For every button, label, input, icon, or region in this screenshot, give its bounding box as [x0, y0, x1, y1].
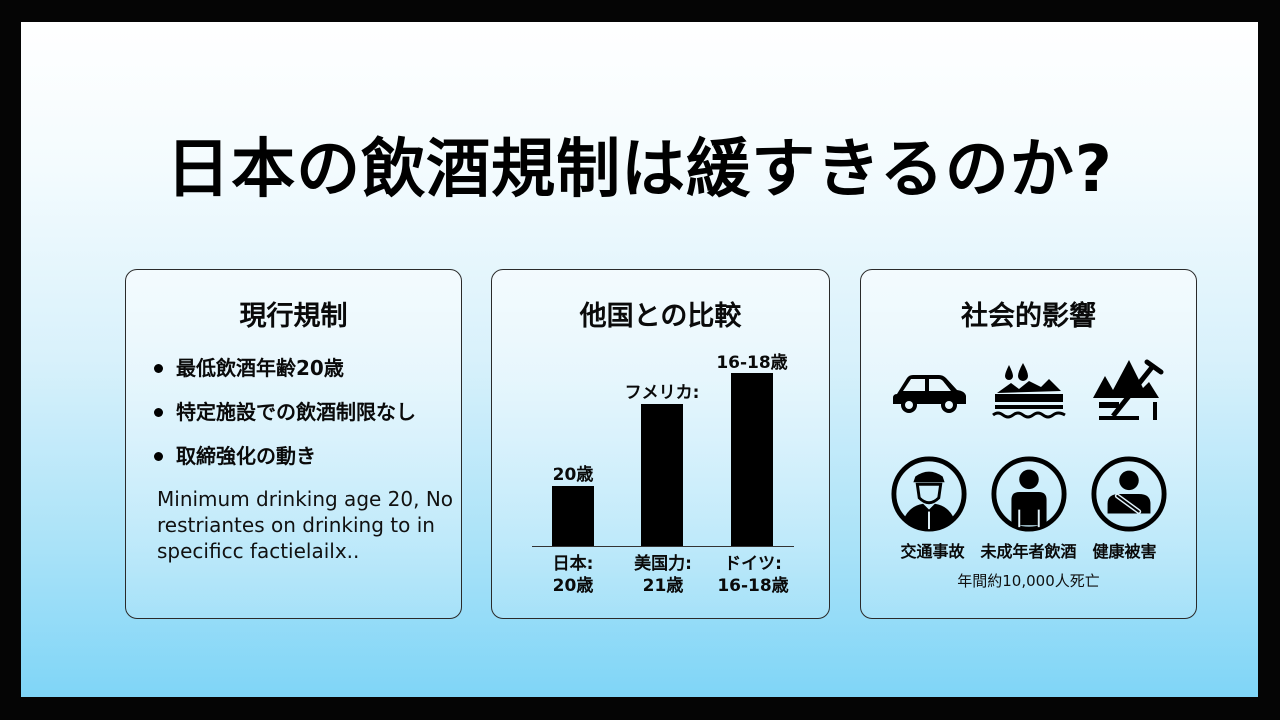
- category-value: 20歳: [552, 576, 594, 596]
- mountain-shovel-icon: [1089, 358, 1169, 424]
- bullet-item: 取締強化の動き: [154, 434, 416, 478]
- card-title: 他国との比較: [579, 301, 742, 332]
- bar-chart: 20歳 フメリカ: 16-18歳 日本: 20歳 美国力: 21歳 ドイツ: 1…: [492, 270, 829, 618]
- category-label: ドイツ: 16-18歳: [708, 553, 798, 597]
- slide-title: 日本の飲酒規制は緩すきるのか?: [166, 133, 1113, 207]
- bar-value-label: 20歳: [552, 465, 594, 485]
- card-title: 現行規制: [239, 301, 348, 332]
- category-label: 日本: 20歳: [528, 553, 618, 597]
- bullet-item: 特定施設での飲酒制限なし: [154, 390, 416, 434]
- x-axis: [532, 546, 794, 547]
- category-name: 美国力:: [634, 554, 692, 574]
- english-summary: Minimum drinking age 20, No restriantes …: [157, 487, 454, 563]
- card-title: 社会的影響: [961, 301, 1096, 332]
- person-cap-circle-icon: [889, 454, 969, 534]
- bar-germany: [731, 373, 773, 546]
- bullet-dot-icon: [154, 451, 163, 461]
- bullet-dot-icon: [154, 363, 163, 373]
- icon-row: [861, 454, 1196, 534]
- flood-landscape-icon: [989, 358, 1069, 424]
- bar-japan: [552, 486, 594, 546]
- category-name: ドイツ:: [724, 554, 782, 574]
- impact-labels: 交通事故 未成年者飲酒 健康被害: [861, 538, 1196, 562]
- category-value: 21歳: [642, 576, 684, 596]
- impact-label-underage: 未成年者飲酒: [980, 542, 1077, 561]
- bar-usa: [641, 404, 683, 546]
- card-comparison: 他国との比較 20歳 フメリカ: 16-18歳 日本: 20歳 美国力: 21歳…: [491, 269, 830, 619]
- bar-value-label: 16-18歳: [716, 353, 788, 373]
- impact-label-traffic: 交通事故: [900, 542, 965, 561]
- card-current-regulation: 現行規制 最低飲酒年齢20歳 特定施設での飲酒制限なし 取締強化の動き Mini…: [125, 269, 462, 619]
- category-name: 日本:: [552, 554, 594, 574]
- slide: 日本の飲酒規制は緩すきるのか? 現行規制 最低飲酒年齢20歳 特定施設での飲酒制…: [21, 22, 1258, 697]
- category-value: 16-18歳: [717, 576, 789, 596]
- bullet-text: 特定施設での飲酒制限なし: [176, 400, 416, 424]
- impact-label-health: 健康被害: [1092, 542, 1157, 561]
- person-circle-icon: [989, 454, 1069, 534]
- bar-value-label: フメリカ:: [624, 383, 700, 403]
- category-label: 美国力: 21歳: [618, 553, 708, 597]
- icon-row: [861, 358, 1196, 424]
- bullet-item: 最低飲酒年齢20歳: [154, 346, 416, 390]
- bullet-text: 最低飲酒年齢20歳: [176, 356, 344, 380]
- person-seatbelt-circle-icon: [1089, 454, 1169, 534]
- annual-deaths-stat: 年間約10,000人死亡: [957, 572, 1100, 590]
- card-social-impact: 社会的影響: [860, 269, 1197, 619]
- car-icon: [889, 358, 969, 424]
- bullet-dot-icon: [154, 407, 163, 417]
- bullet-text: 取締強化の動き: [176, 444, 316, 468]
- bullet-list: 最低飲酒年齢20歳 特定施設での飲酒制限なし 取締強化の動き: [154, 346, 416, 478]
